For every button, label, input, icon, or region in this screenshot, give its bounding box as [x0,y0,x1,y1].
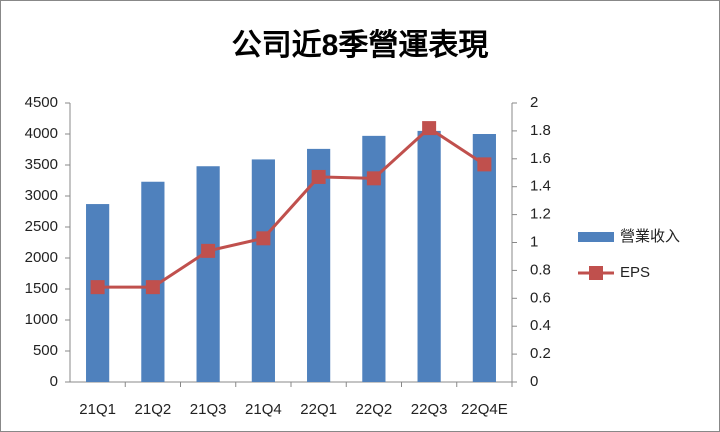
x-tick-label: 22Q4E [461,401,508,418]
legend-marker [589,266,603,280]
y-tick-label: 4000 [25,125,58,142]
marker [311,169,326,184]
y2-tick-label: 1.4 [530,178,551,195]
y2-tick-label: 1.8 [530,122,551,139]
bar [472,134,496,382]
x-tick-label: 22Q3 [411,401,448,418]
y-tick-label: 3000 [25,187,58,204]
y2-tick-label: 0.4 [530,317,551,334]
y2-tick-label: 0.2 [530,345,551,362]
marker [477,157,492,172]
y2-tick-label: 0.8 [530,261,551,278]
legend-swatch [578,232,614,242]
x-tick-label: 21Q4 [245,401,282,418]
y2-tick-label: 0.6 [530,289,551,306]
marker [366,171,381,186]
x-tick-label: 21Q3 [190,401,227,418]
marker [422,121,437,136]
y2-tick-label: 1.2 [530,206,551,223]
y-tick-label: 0 [50,373,58,390]
marker [201,243,216,258]
y-tick-label: 1500 [25,280,58,297]
y2-tick-label: 0 [530,373,538,390]
x-tick-label: 21Q1 [79,401,116,418]
y-tick-label: 1000 [25,311,58,328]
y-tick-label: 2000 [25,249,58,266]
x-tick-label: 21Q2 [135,401,172,418]
x-tick-label: 22Q1 [300,401,337,418]
marker [145,280,160,295]
legend-label: 營業收入 [620,228,680,245]
chart-title: 公司近8季營運表現 [232,29,489,62]
y2-tick-label: 2 [530,94,538,111]
bar [417,130,441,382]
x-tick-label: 22Q2 [356,401,393,418]
legend-label: EPS [620,264,650,281]
y2-tick-label: 1.6 [530,150,551,167]
y-tick-label: 3500 [25,156,58,173]
line [97,126,486,289]
bar [196,166,220,382]
y-tick-label: 2500 [25,218,58,235]
bar [307,148,331,382]
y-tick-label: 500 [33,342,58,359]
bar [251,159,275,382]
y2-tick-label: 1 [530,233,538,250]
y-tick-label: 4500 [25,94,58,111]
marker [90,280,105,295]
bar [362,135,386,382]
marker [256,231,271,246]
